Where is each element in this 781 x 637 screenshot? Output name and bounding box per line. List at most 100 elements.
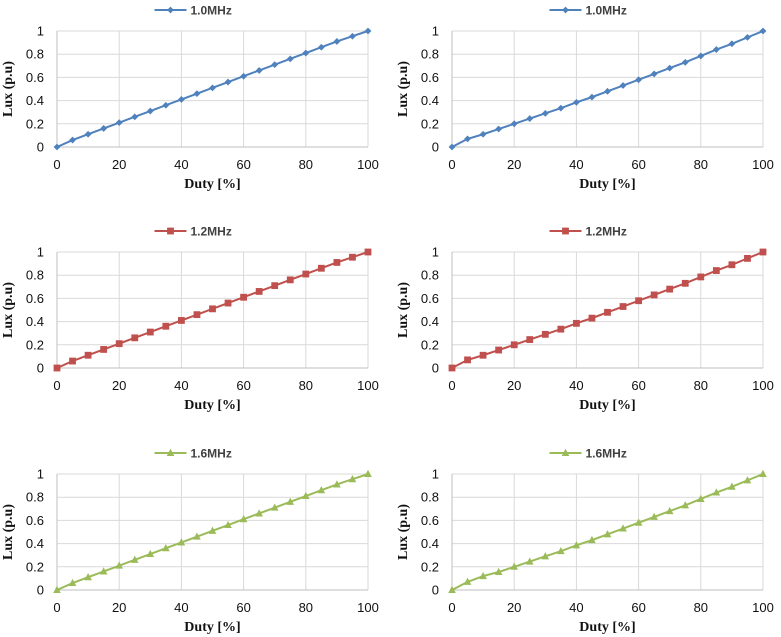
data-point	[115, 119, 123, 127]
x-tick-label: 100	[357, 378, 379, 393]
data-point	[270, 503, 279, 511]
data-point	[115, 561, 123, 569]
data-point	[193, 311, 201, 319]
data-point	[177, 538, 186, 546]
data-point	[333, 38, 341, 45]
data-point	[728, 40, 736, 48]
data-point	[495, 346, 503, 354]
data-point	[681, 501, 690, 509]
x-axis-title: Duty [%]	[579, 177, 635, 192]
x-tick-label: 60	[631, 157, 645, 172]
data-point	[364, 248, 372, 256]
chart-panel-4: 0 0.2 0.4 0.6 0.8 1 0 20 40 60 80 100 Duty [%] Lux (p…	[396, 225, 774, 414]
y-axis-title: Lux (p.u)	[1, 282, 16, 338]
x-tick-label: 80	[299, 600, 313, 615]
y-tick-label: 0.4	[26, 314, 44, 329]
x-tick-label: 80	[299, 378, 313, 393]
data-point	[178, 317, 185, 324]
data-point	[541, 109, 549, 117]
data-point	[131, 113, 139, 121]
chart-panel-1: 0 0.2 0.4 0.6 0.8 1 0 20 40 60 80 100 Duty [%] Lux (p…	[1, 4, 379, 193]
data-point	[728, 482, 736, 490]
legend-marker	[166, 448, 175, 456]
data-point	[286, 497, 295, 505]
y-tick-label: 1	[432, 24, 439, 39]
data-point	[193, 90, 201, 98]
x-tick-label: 80	[694, 378, 708, 393]
y-axis-title: Lux (p.u)	[396, 504, 411, 560]
data-point	[364, 469, 372, 477]
data-point	[681, 279, 689, 287]
x-tick-label: 100	[752, 378, 774, 393]
data-point	[349, 253, 356, 261]
y-tick-label: 1	[37, 467, 44, 482]
data-point	[510, 341, 518, 349]
data-point	[84, 351, 92, 359]
data-point	[697, 52, 705, 60]
data-point	[464, 356, 471, 364]
data-point	[255, 288, 263, 295]
data-point	[255, 509, 263, 517]
x-tick-label: 100	[357, 600, 379, 615]
data-point	[224, 78, 232, 86]
x-tick-label: 100	[752, 600, 774, 615]
y-tick-label: 0.8	[26, 490, 44, 505]
data-point	[573, 319, 580, 327]
data-point	[69, 357, 76, 365]
y-tick-label: 0.6	[26, 291, 44, 306]
legend-label: 1.6MHz	[586, 447, 627, 461]
x-axis-title: Duty [%]	[184, 177, 240, 192]
data-point	[510, 562, 518, 570]
y-axis-title: Lux (p.u)	[396, 61, 411, 117]
legend-label: 1.0MHz	[586, 4, 627, 18]
data-point	[557, 104, 565, 112]
data-point	[100, 125, 108, 132]
x-tick-label: 60	[631, 378, 645, 393]
data-point	[634, 518, 643, 526]
legend-marker	[562, 6, 569, 14]
data-point	[743, 476, 752, 484]
x-tick-label: 20	[112, 600, 126, 615]
data-point	[650, 70, 658, 78]
y-tick-label: 0.6	[26, 70, 44, 85]
data-point	[479, 351, 487, 359]
data-point	[635, 76, 642, 84]
data-point	[69, 136, 76, 144]
chart-panel-5: 0 0.2 0.4 0.6 0.8 1 0 20 40 60 80 100 Duty [%] Lux (p…	[1, 447, 379, 636]
y-tick-label: 0.6	[421, 513, 439, 528]
data-point	[302, 270, 310, 278]
y-tick-label: 0	[37, 361, 44, 376]
x-axis-title: Duty [%]	[184, 620, 240, 635]
data-point	[463, 577, 472, 585]
y-tick-label: 0.4	[26, 93, 44, 108]
data-point	[666, 285, 674, 293]
data-point	[712, 488, 721, 496]
data-point	[317, 43, 325, 51]
data-point	[603, 530, 612, 538]
data-point	[302, 49, 310, 57]
data-point	[619, 82, 627, 89]
data-point	[588, 314, 596, 322]
chart-panel-6: 0 0.2 0.4 0.6 0.8 1 0 20 40 60 80 100 Duty [%] Lux (p…	[396, 447, 774, 636]
data-point	[349, 32, 356, 40]
data-point	[286, 55, 294, 63]
data-point	[541, 552, 550, 560]
data-point	[84, 130, 92, 138]
data-point	[193, 532, 201, 540]
data-point	[224, 520, 232, 529]
x-tick-label: 0	[448, 600, 455, 615]
x-axis-title: Duty [%]	[579, 398, 635, 413]
data-point	[448, 585, 456, 593]
data-point	[131, 334, 139, 342]
data-point	[348, 475, 357, 483]
data-point	[146, 328, 154, 336]
y-tick-label: 0.8	[26, 47, 44, 62]
data-point	[162, 322, 170, 330]
data-point	[604, 87, 611, 95]
y-tick-label: 0	[37, 140, 44, 155]
x-tick-label: 0	[448, 157, 455, 172]
data-point	[744, 33, 751, 41]
data-point	[666, 64, 674, 72]
x-tick-label: 0	[53, 600, 60, 615]
data-point	[526, 336, 534, 343]
